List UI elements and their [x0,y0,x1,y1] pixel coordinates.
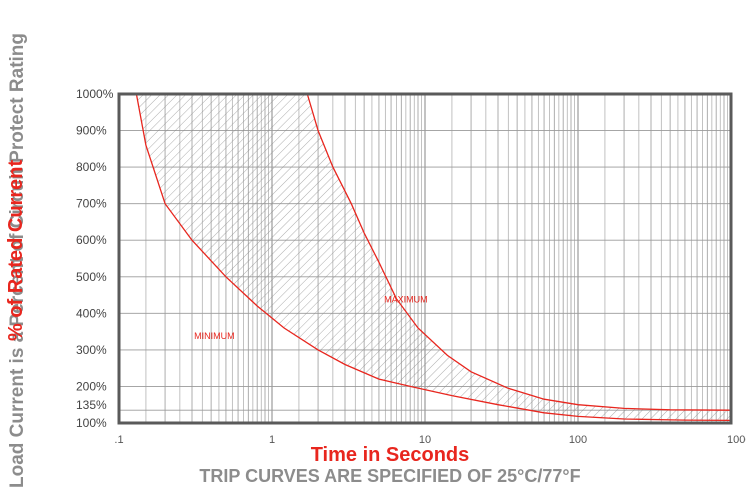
chart-subtitle: TRIP CURVES ARE SPECIFIED OF 25°C/77°F [0,466,746,487]
series-label-maximum: MAXIMUM [384,294,428,304]
y-tick-label: 800% [76,160,107,174]
series-label-minimum: MINIMUM [194,331,235,341]
y-tick-label: 135% [76,398,107,412]
y-tick-label: 600% [76,233,107,247]
y-tick-label: 900% [76,124,107,138]
y-tick-label: 400% [76,306,107,320]
y-axis-label: % of Rated Current [5,160,28,341]
y-tick-label: 300% [76,343,107,357]
y-tick-label: 1000% [76,87,114,101]
y-tick-labels: 100% 135% 200% 300% 400% 500% 600% 700% 800% 900%… [76,87,114,430]
y-tick-label: 200% [76,379,107,393]
x-axis-label: Time in Seconds [0,444,746,467]
y-tick-label: 700% [76,197,107,211]
y-tick-label: 500% [76,270,107,284]
y-tick-label: 100% [76,416,107,430]
